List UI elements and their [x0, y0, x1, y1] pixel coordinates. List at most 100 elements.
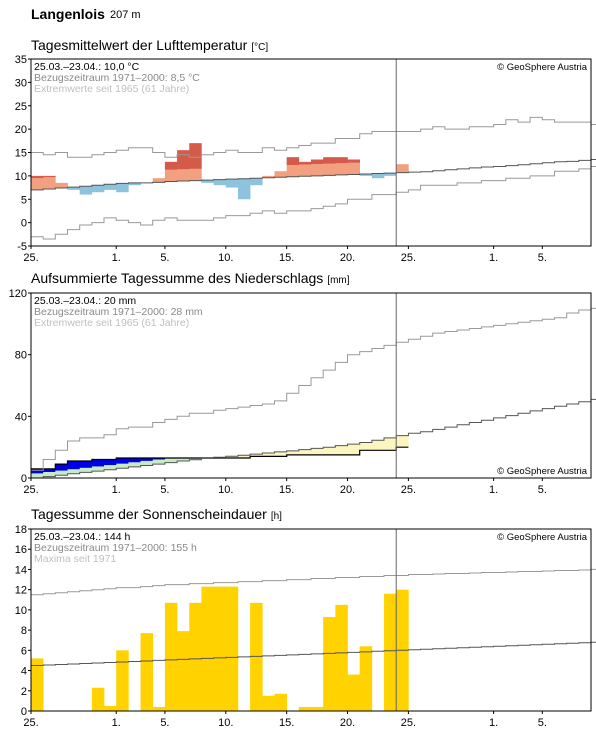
precip-deficit — [335, 445, 348, 455]
precip-surplus — [79, 467, 93, 473]
sun-bar — [323, 616, 336, 711]
sun-bar — [298, 706, 312, 711]
temp-bar-strong — [347, 159, 360, 163]
temp-bar — [43, 177, 56, 189]
y-tick-label: 20 — [15, 124, 27, 136]
temp-bar-strong — [31, 175, 44, 179]
y-tick-label: 2 — [21, 686, 27, 698]
temp-bar-strong — [177, 150, 190, 170]
y-tick-label: 0 — [21, 473, 27, 485]
y-tick-label: 25 — [15, 101, 27, 113]
precip-deficit — [225, 456, 239, 458]
y-tick-label: 0 — [21, 218, 27, 230]
precip-deficit — [384, 437, 397, 451]
y-tick-label: 0 — [21, 706, 27, 718]
x-tick-label: 1. — [489, 717, 498, 729]
x-tick-label: 5. — [538, 717, 547, 729]
sun-bar — [311, 706, 324, 711]
y-tick-label: 35 — [15, 54, 27, 66]
x-tick-label: 25. — [401, 717, 416, 729]
precip-surplus — [104, 465, 117, 470]
y-tick-label: 80 — [15, 350, 27, 362]
sun-bar — [250, 602, 263, 711]
y-tick-label: 120 — [9, 288, 27, 300]
x-tick-label: 25. — [23, 717, 38, 729]
x-tick-label: 15. — [279, 717, 294, 729]
precip-surplus-strong — [116, 457, 129, 464]
panel-unit: [°C] — [251, 42, 268, 53]
copyright: © GeoSphere Austria — [497, 532, 588, 543]
precip-surplus — [128, 462, 141, 467]
x-tick-label: 10. — [218, 717, 233, 729]
copyright: © GeoSphere Austria — [497, 62, 588, 73]
precip-deficit — [274, 451, 287, 457]
temp-bar — [152, 178, 166, 183]
precip-deficit — [323, 447, 336, 455]
x-tick-label: 5. — [160, 484, 169, 496]
sun-bar — [140, 633, 154, 711]
precip-surplus-strong — [55, 464, 68, 471]
temp-bar-strong — [189, 143, 202, 169]
plot-frame — [30, 292, 592, 479]
temp-bar-below — [201, 180, 214, 183]
x-tick-label: 10. — [218, 484, 233, 496]
y-tick-label: 5 — [21, 194, 27, 206]
maximum-line — [31, 307, 596, 471]
info-current: 25.03.–23.04.: 20 mm — [34, 295, 136, 307]
station-name: Langenlois — [31, 6, 105, 22]
sun-bar — [201, 586, 214, 711]
x-tick-label: 25. — [401, 252, 416, 264]
precip-surplus-strong — [128, 457, 141, 463]
precip-deficit — [286, 450, 300, 455]
temp-bar-below — [213, 179, 227, 186]
temp-bar-strong — [43, 175, 56, 178]
reference-line — [31, 641, 596, 666]
temp-bar-below — [384, 173, 397, 176]
plot-frame — [30, 528, 592, 712]
temp-bar — [177, 169, 190, 182]
copyright: © GeoSphere Austria — [497, 466, 588, 477]
x-tick-label: 15. — [279, 252, 294, 264]
info-current: 25.03.–23.04.: 10,0 °C — [34, 61, 140, 73]
precip-surplus — [152, 459, 166, 465]
temp-bar-below — [225, 179, 239, 188]
x-tick-label: 20. — [340, 252, 355, 264]
y-tick-label: 4 — [21, 666, 27, 678]
temp-bar — [323, 163, 336, 176]
sun-bar — [213, 586, 227, 711]
temp-bar-below — [237, 178, 251, 200]
panel-title: Tagesmittelwert der Lufttemperatur [°C] — [31, 37, 268, 53]
sun-bar — [91, 687, 105, 711]
x-tick-label: 1. — [489, 252, 498, 264]
precip-cumulative-line — [31, 446, 409, 470]
x-tick-label: 1. — [112, 484, 121, 496]
sun-bar — [164, 602, 178, 711]
sun-bar — [189, 602, 202, 711]
temp-bar — [347, 162, 360, 175]
precip-surplus-strong — [104, 459, 117, 466]
reference-line — [31, 398, 596, 479]
sun-bar — [359, 646, 373, 711]
x-tick-label: 1. — [489, 484, 498, 496]
temp-bar-strong — [311, 159, 324, 165]
sun-bar — [335, 604, 348, 711]
y-tick-label: 15 — [15, 148, 27, 160]
x-tick-label: 10. — [218, 252, 233, 264]
precip-surplus-strong — [79, 461, 93, 468]
y-tick-label: 16 — [15, 544, 27, 556]
temp-bar-below — [91, 185, 105, 193]
temp-bar — [274, 171, 287, 178]
info-reference: Bezugszeitraum 1971–2000: 28 mm — [34, 306, 203, 318]
sun-bar — [384, 593, 397, 711]
sun-bar — [177, 631, 190, 711]
sun-bar — [31, 658, 44, 711]
y-tick-label: 12 — [15, 585, 27, 597]
precip-deficit — [298, 449, 312, 455]
panel-unit: [mm] — [327, 275, 349, 286]
precip-deficit — [311, 448, 324, 455]
precip-surplus — [91, 466, 105, 472]
temp-bar-strong — [164, 161, 178, 170]
temp-bar-below — [104, 184, 117, 190]
temp-bar — [286, 165, 300, 177]
